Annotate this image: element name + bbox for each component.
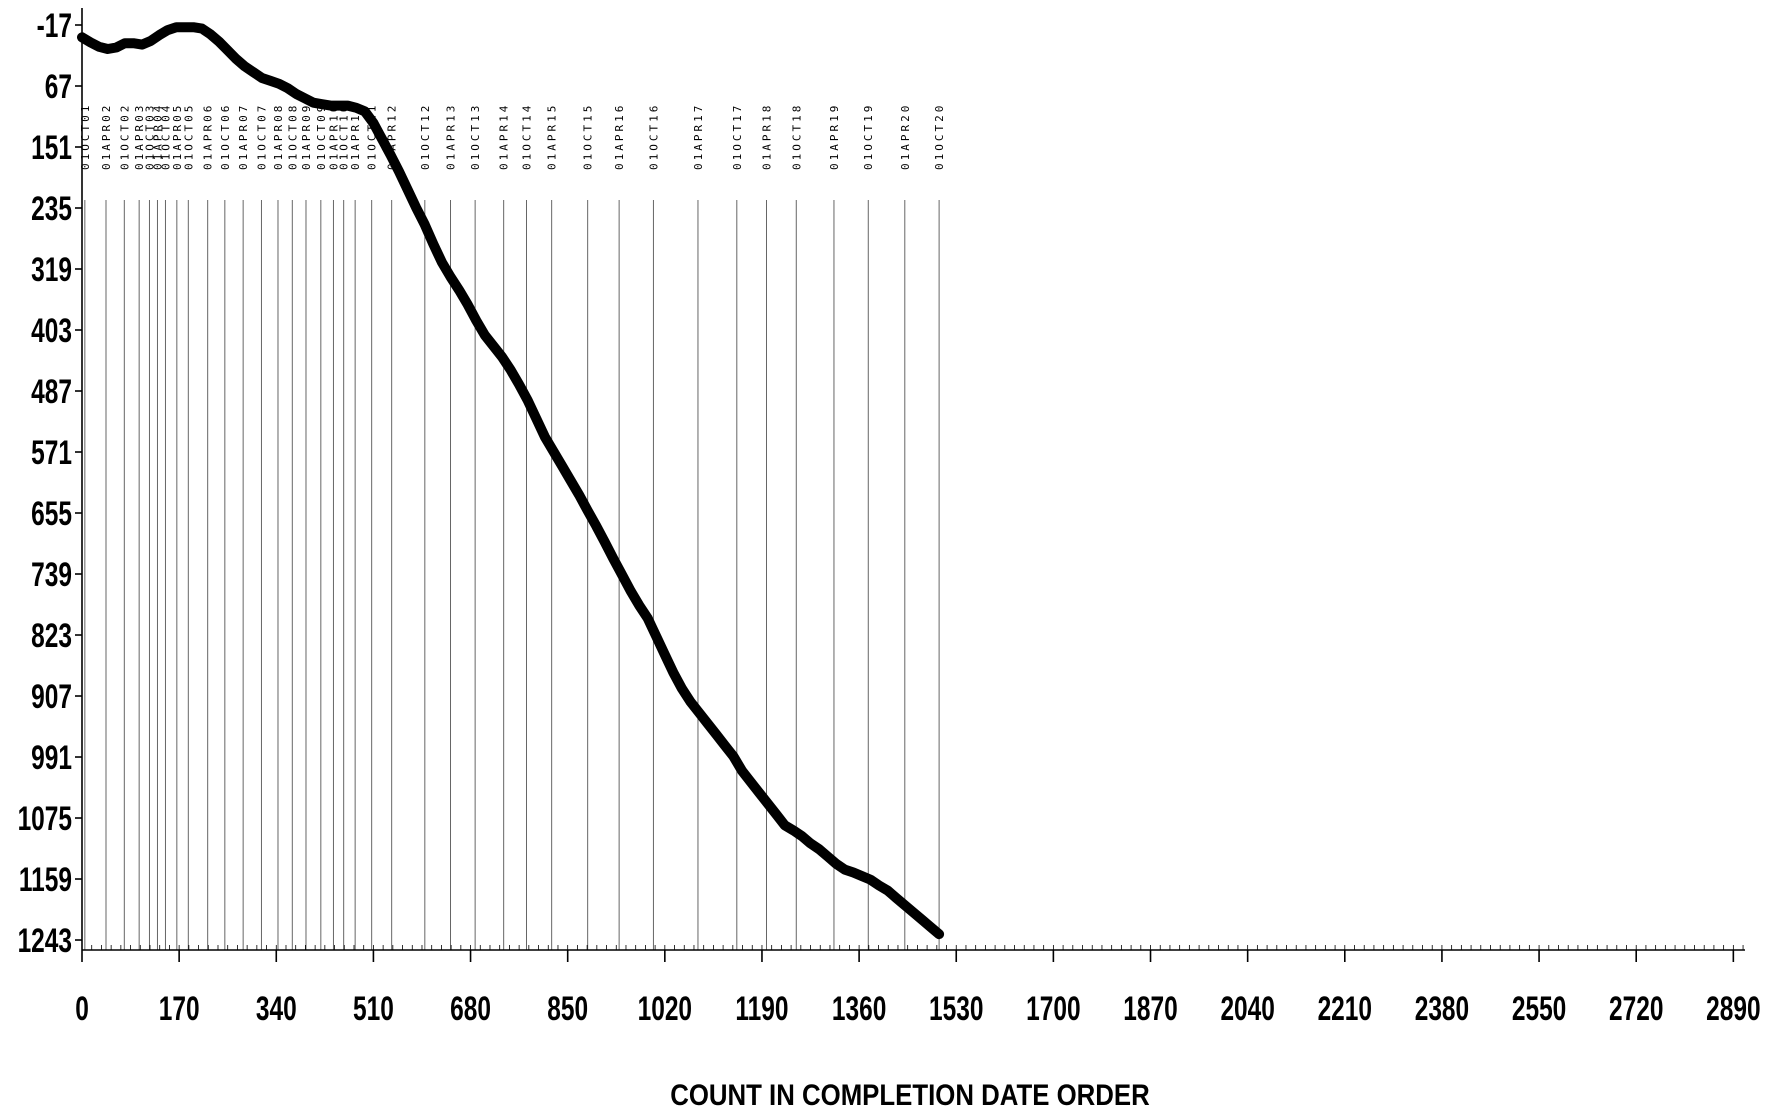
date-marker-label-12: 01APR07 xyxy=(237,103,250,170)
x-axis-major-ticks xyxy=(82,950,1733,962)
x-tick-label-1360: 1360 xyxy=(832,990,886,1028)
y-tick-label-823: 823 xyxy=(31,617,72,655)
date-marker-label-16: 01APR09 xyxy=(300,103,313,170)
y-tick-label-67: 67 xyxy=(45,68,72,106)
x-tick-label-1700: 1700 xyxy=(1026,990,1080,1028)
y-tick-label-151: 151 xyxy=(31,129,72,167)
date-marker-label-30: 01APR16 xyxy=(613,103,626,170)
date-marker-label-29: 01OCT15 xyxy=(582,103,595,170)
date-marker-label-26: 01APR14 xyxy=(498,103,511,170)
date-marker-label-14: 01APR08 xyxy=(272,103,285,170)
date-marker-label-36: 01APR19 xyxy=(828,103,841,170)
y-tick-label-1075: 1075 xyxy=(18,800,72,838)
x-tick-label-2890: 2890 xyxy=(1706,990,1760,1028)
y-tick-label-1159: 1159 xyxy=(19,861,72,899)
date-marker-label-25: 01OCT13 xyxy=(469,103,482,170)
y-axis-tick-labels: -17 67 151 235 319 403 487 571 655 739 823 907 991 10… xyxy=(18,7,72,960)
date-marker-label-37: 01OCT19 xyxy=(862,103,875,170)
y-tick-label-1243: 1243 xyxy=(18,922,72,960)
y-tick-label-235: 235 xyxy=(31,190,72,228)
y-tick-label-991: 991 xyxy=(31,739,72,777)
date-marker-label-28: 01APR15 xyxy=(546,103,559,170)
date-marker-label-34: 01APR18 xyxy=(761,103,774,170)
x-tick-label-1020: 1020 xyxy=(638,990,692,1028)
y-tick-label-739: 739 xyxy=(31,556,72,594)
date-marker-label-27: 01OCT14 xyxy=(521,103,534,170)
date-marker-label-31: 01OCT16 xyxy=(647,103,660,170)
date-marker-label-38: 01APR20 xyxy=(899,103,912,170)
x-tick-label-2720: 2720 xyxy=(1609,990,1663,1028)
x-axis-tick-labels: 0 170 340 510 680 850 1020 1190 1360 1530 1700 1870… xyxy=(75,990,1760,1028)
x-tick-label-1870: 1870 xyxy=(1123,990,1177,1028)
x-tick-label-2380: 2380 xyxy=(1415,990,1469,1028)
y-tick-label-655: 655 xyxy=(31,495,72,533)
date-marker-label-24: 01APR13 xyxy=(445,103,458,170)
date-marker-label-3: 01OCT02 xyxy=(118,103,131,170)
date-marker-label-35: 01OCT18 xyxy=(790,103,803,170)
x-tick-label-2040: 2040 xyxy=(1220,990,1274,1028)
y-tick-label-571: 571 xyxy=(31,434,72,472)
date-marker-label-17: 01OCT09 xyxy=(315,103,328,170)
y-tick-label-319: 319 xyxy=(31,251,72,289)
date-marker-label-10: 01APR06 xyxy=(202,103,215,170)
y-tick-label-487: 487 xyxy=(31,373,72,411)
x-tick-label-340: 340 xyxy=(256,990,297,1028)
date-marker-label-2: 01APR02 xyxy=(100,103,113,170)
date-marker-label-13: 01OCT07 xyxy=(255,103,268,170)
date-marker-label-39: 01OCT20 xyxy=(933,103,946,170)
date-marker-label-32: 01APR17 xyxy=(692,103,705,170)
date-marker-label-11: 01OCT06 xyxy=(219,103,232,170)
x-tick-label-1190: 1190 xyxy=(735,990,788,1028)
x-tick-label-510: 510 xyxy=(353,990,394,1028)
x-tick-label-680: 680 xyxy=(450,990,491,1028)
x-tick-label-2550: 2550 xyxy=(1512,990,1566,1028)
x-tick-label-1530: 1530 xyxy=(929,990,983,1028)
date-marker-label-33: 01OCT17 xyxy=(731,103,744,170)
date-marker-label-23: 01OCT12 xyxy=(419,103,432,170)
y-tick-label--17: -17 xyxy=(37,7,72,45)
x-axis-title: COUNT IN COMPLETION DATE ORDER xyxy=(670,1078,1150,1111)
date-marker-label-1: 01OCT01 xyxy=(79,103,92,170)
y-tick-label-907: 907 xyxy=(31,678,72,716)
x-tick-label-0: 0 xyxy=(75,990,89,1028)
x-tick-label-2210: 2210 xyxy=(1318,990,1372,1028)
x-tick-label-850: 850 xyxy=(547,990,588,1028)
x-tick-label-170: 170 xyxy=(159,990,200,1028)
y-tick-label-403: 403 xyxy=(31,312,72,350)
date-marker-label-15: 01OCT08 xyxy=(286,103,299,170)
date-marker-label-9: 01OCT05 xyxy=(182,103,195,170)
date-marker-labels: 01OCT01 01APR02 01OCT02 01APR0301OCT0301APR… xyxy=(79,103,946,170)
